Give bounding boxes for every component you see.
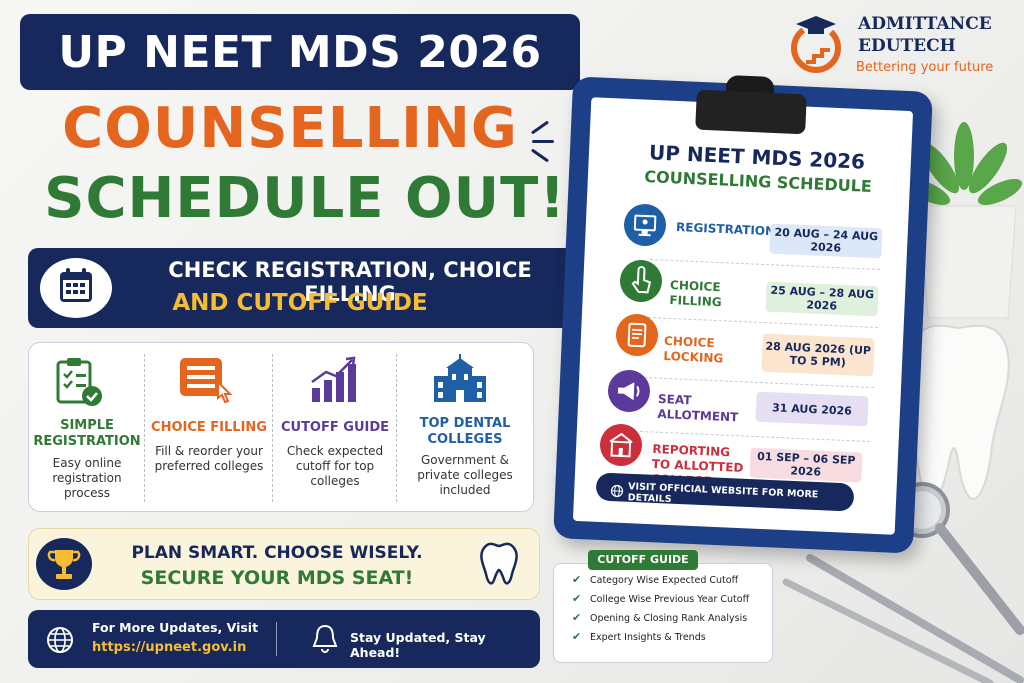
hand-pointer-icon (631, 266, 652, 294)
globe-icon (47, 627, 73, 653)
schedule-step-label: REPORTING TO ALLOTTED COLLEGE (651, 441, 744, 489)
footer-bar (28, 610, 540, 668)
plan-text-line1: PLAN SMART. CHOOSE WISELY. (131, 543, 423, 563)
registration-step-icon (623, 203, 667, 247)
check-icon: ✔ (572, 630, 582, 643)
cutoff-guide-item: Category Wise Expected Cutoff (590, 575, 739, 586)
calendar-icon (60, 268, 92, 302)
website-link[interactable]: https://upneet.gov.in (92, 640, 247, 655)
list-pointer-icon (180, 358, 233, 404)
schedule-step-date: 25 AUG – 28 AUG 2026 (765, 281, 879, 317)
headline-counselling: COUNSELLING (62, 96, 518, 161)
reporting-step-icon (599, 423, 643, 467)
check-icon: ✔ (572, 573, 582, 586)
feature-divider (272, 354, 273, 502)
tooth-model-decoration (906, 324, 1010, 500)
brand-logo (791, 16, 841, 73)
feature-title: CUTOFF GUIDE (280, 420, 390, 435)
brand-name-line2: EDUTECH (858, 36, 956, 56)
plan-banner (28, 528, 540, 600)
cutoff-guide-item: Opening & Closing Rank Analysis (590, 613, 748, 624)
headline-schedule-out: SCHEDULE OUT! (44, 166, 566, 231)
schedule-step-date: 01 SEP – 06 SEP 2026 (749, 447, 863, 483)
spark-line (532, 140, 554, 143)
seat-allotment-step-icon (607, 369, 651, 413)
brand-slogan: Bettering your future (856, 60, 994, 75)
updates-label: For More Updates, Visit (92, 620, 259, 635)
feature-desc: Check expected cutoff for top colleges (286, 444, 384, 488)
college-building-icon (434, 354, 486, 402)
feature-desc: Fill & reorder your preferred colleges (154, 444, 264, 473)
clipboard-clip (695, 89, 807, 135)
feature-desc: Easy online registration process (52, 456, 122, 500)
plant-decoration (905, 122, 1023, 319)
feature-divider (396, 354, 397, 502)
tooth-icon (480, 542, 518, 585)
monitor-icon (633, 214, 657, 237)
banner-text-line2: AND CUTOFF GUIDE (172, 290, 428, 316)
bell-icon (312, 624, 338, 653)
clipboard-check-icon (56, 358, 102, 406)
footer-divider (276, 622, 277, 656)
feature-title: SIMPLE REGISTRATION (33, 418, 141, 449)
feature-divider (144, 354, 145, 502)
plan-text-line2: SECURE YOUR MDS SEAT! (140, 567, 414, 589)
bar-chart-icon (311, 356, 356, 402)
feature-title: TOP DENTAL COLLEGES (419, 416, 511, 447)
schedule-step-date: 20 AUG – 24 AUG 2026 (769, 223, 883, 259)
cutoff-guide-item: College Wise Previous Year Cutoff (590, 594, 750, 605)
choice-filling-step-icon (619, 259, 663, 303)
page-title: UP NEET MDS 2026 (20, 14, 580, 90)
footer-tagline: Stay Updated, Stay Ahead! (350, 630, 486, 660)
globe-icon (610, 484, 624, 498)
banner-text-line1: CHECK REGISTRATION, CHOICE FILLING (168, 258, 532, 306)
schedule-step-label: CHOICE FILLING (669, 278, 723, 310)
schedule-step-label: CHOICE LOCKING (663, 333, 724, 366)
schedule-step-date: 28 AUG 2026 (UP TO 5 PM) (761, 333, 875, 377)
document-icon (627, 322, 647, 348)
choice-locking-step-icon (615, 313, 659, 357)
feature-banner (28, 248, 576, 328)
trophy-icon (47, 550, 81, 579)
check-icon: ✔ (572, 592, 582, 605)
feature-title: CHOICE FILLING (151, 420, 267, 435)
building-icon (609, 432, 633, 458)
cutoff-guide-heading: CUTOFF GUIDE (588, 550, 698, 570)
brand-name-line1: ADMITTANCE (858, 14, 992, 34)
calendar-icon-circle (40, 258, 112, 318)
trophy-icon-circle (36, 538, 92, 590)
feature-desc: Government & private colleges included (417, 453, 513, 497)
schedule-step-date: 31 AUG 2026 (755, 391, 869, 427)
schedule-step-label: SEAT ALLOTMENT (657, 391, 739, 425)
cutoff-guide-item: Expert Insights & Trends (590, 632, 706, 643)
megaphone-icon (617, 382, 640, 401)
check-icon: ✔ (572, 611, 582, 624)
